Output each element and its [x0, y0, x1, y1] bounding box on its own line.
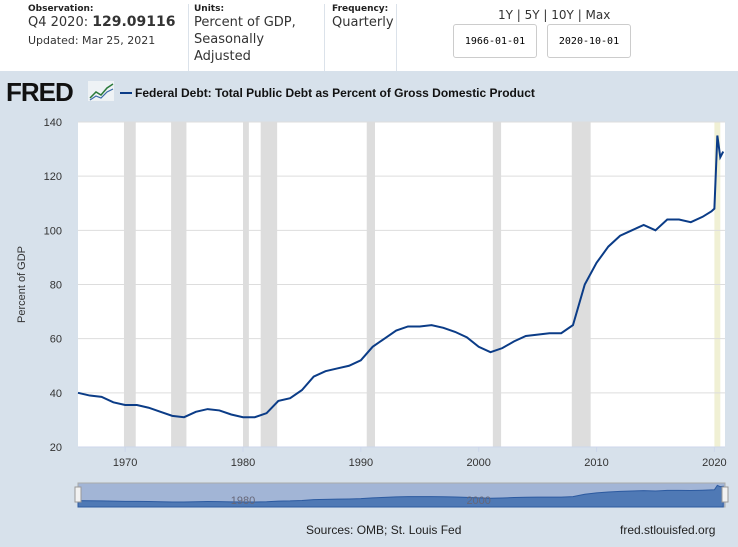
info-bar: Observation: Q4 2020: 129.09116 Updated:… — [0, 0, 738, 71]
range-links[interactable]: 1Y | 5Y | 10Y | Max — [498, 8, 611, 22]
start-date-input[interactable]: 1966-01-01 — [453, 24, 537, 58]
updated-date: Updated: Mar 25, 2021 — [28, 34, 156, 47]
navigator-label: 2000 — [466, 495, 490, 507]
navigator-handle[interactable] — [74, 486, 82, 503]
legend-line-icon — [120, 92, 132, 94]
navigator-handle[interactable] — [721, 486, 729, 503]
frequency-label: Frequency: — [332, 4, 389, 14]
frequency-value: Quarterly — [332, 15, 394, 30]
x-tick-label: 2000 — [466, 457, 490, 469]
x-tick-label: 1990 — [349, 457, 373, 469]
observation-period: Q4 2020: — [28, 15, 89, 30]
y-tick-label: 40 — [50, 388, 62, 400]
y-tick-label: 60 — [50, 334, 62, 346]
sources-text: Sources: OMB; St. Louis Fed — [306, 523, 462, 537]
units-line2: Seasonally Adjusted — [194, 32, 265, 64]
navigator-label: 1980 — [231, 495, 255, 507]
observation-value: 129.09116 — [92, 14, 176, 30]
units-section: Units: Percent of GDP, Seasonally Adjust… — [194, 4, 325, 71]
frequency-section: Frequency: Quarterly — [332, 4, 397, 71]
end-date-input[interactable]: 2020-10-01 — [547, 24, 631, 58]
y-tick-label: 140 — [44, 117, 62, 129]
y-tick-label: 80 — [50, 280, 62, 292]
site-link[interactable]: fred.stlouisfed.org — [620, 523, 716, 537]
observation-section: Observation: Q4 2020: 129.09116 Updated:… — [18, 4, 189, 71]
x-tick-label: 2020 — [702, 457, 726, 469]
fred-logo: FRED — [6, 77, 74, 107]
x-tick-label: 1980 — [231, 457, 255, 469]
observation-label: Observation: — [28, 4, 94, 14]
y-tick-label: 120 — [44, 171, 62, 183]
y-tick-label: 100 — [44, 225, 62, 237]
x-tick-label: 2010 — [584, 457, 608, 469]
units-line1: Percent of GDP, — [194, 15, 296, 30]
x-tick-label: 1970 — [113, 457, 137, 469]
y-axis-label: Percent of GDP — [16, 246, 28, 323]
units-label: Units: — [194, 4, 225, 14]
navigator-series — [77, 484, 724, 508]
chart-title: Federal Debt: Total Public Debt as Perce… — [135, 86, 535, 100]
fred-logo-chart-icon — [88, 81, 114, 101]
y-tick-label: 20 — [50, 442, 62, 454]
